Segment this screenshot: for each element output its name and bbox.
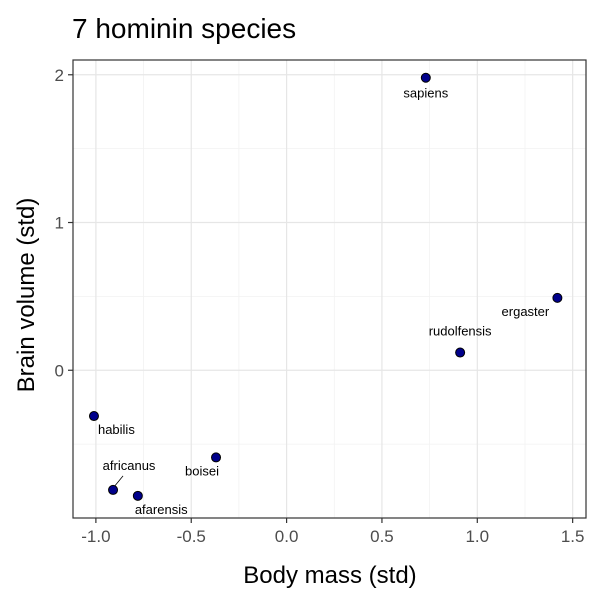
point-label-rudolfensis: rudolfensis xyxy=(429,324,492,339)
data-point-rudolfensis xyxy=(455,347,466,358)
x-tick-label: 0.0 xyxy=(275,527,299,546)
x-axis-title: Body mass (std) xyxy=(243,562,416,589)
data-points xyxy=(88,72,563,501)
label-leader-lines xyxy=(113,475,124,488)
point-label-sapiens: sapiens xyxy=(403,86,448,101)
x-tick-label: 1.0 xyxy=(465,527,489,546)
x-tick-label: 1.5 xyxy=(561,527,585,546)
point-label-boisei: boisei xyxy=(185,463,219,478)
data-point-sapiens xyxy=(420,72,431,83)
data-point-boisei xyxy=(211,452,222,463)
y-tick-label: 1 xyxy=(55,214,64,233)
point-label-africanus: africanus xyxy=(103,458,156,473)
data-point-africanus xyxy=(108,484,119,495)
point-label-afarensis: afarensis xyxy=(135,502,188,517)
y-axis-ticks: 0 1 2 xyxy=(55,66,73,380)
data-point-ergaster xyxy=(552,292,563,303)
point-label-habilis: habilis xyxy=(98,422,135,437)
y-axis-title: Brain volume (std) xyxy=(13,198,40,393)
grid-minor xyxy=(73,60,586,518)
grid-major xyxy=(73,60,586,518)
chart-title: 7 hominin species xyxy=(72,13,296,44)
data-point-afarensis xyxy=(132,490,143,501)
point-labels: afarensis africanus habilis boisei rudolfens… xyxy=(98,86,550,517)
y-tick-label: 2 xyxy=(55,66,64,85)
x-tick-label: -1.0 xyxy=(81,527,110,546)
leader-line xyxy=(113,475,124,488)
x-tick-label: 0.5 xyxy=(370,527,394,546)
point-label-ergaster: ergaster xyxy=(502,304,550,319)
x-axis-ticks: -1.0 -0.5 0.0 0.5 1.0 1.5 xyxy=(81,518,584,546)
plot-panel-border xyxy=(72,59,587,519)
data-point-habilis xyxy=(88,411,99,422)
y-tick-label: 0 xyxy=(55,361,64,380)
x-tick-label: -0.5 xyxy=(177,527,206,546)
